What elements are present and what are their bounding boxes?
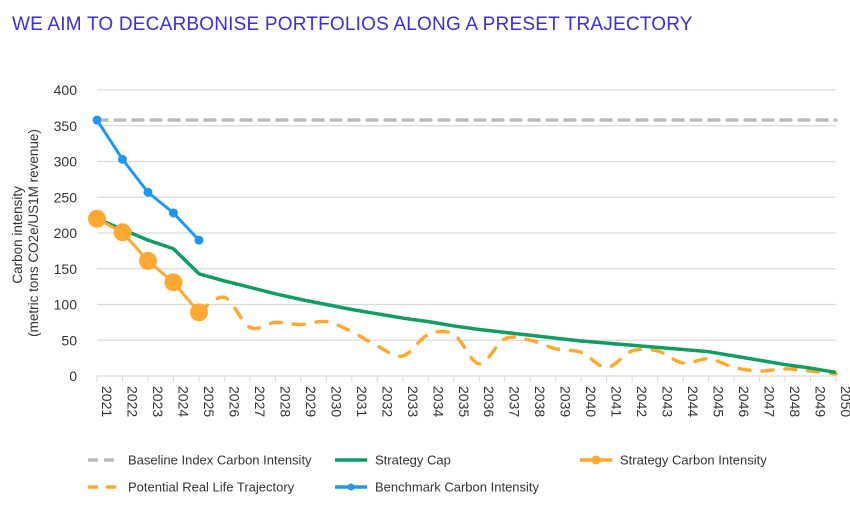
legend-item: Potential Real Life Trajectory [88, 480, 295, 495]
legend-label: Strategy Cap [375, 453, 451, 468]
series-line-potential-real-life-trajectory [197, 295, 838, 376]
data-point [117, 154, 127, 164]
x-tick-label: 2037 [507, 386, 523, 417]
data-point [143, 187, 153, 197]
series-line-strategy-cap [96, 217, 837, 375]
data-point [164, 273, 183, 292]
x-tick-label: 2038 [532, 386, 548, 417]
x-tick-label: 2027 [252, 386, 268, 417]
x-tick-label: 2028 [277, 386, 293, 417]
legend-marker [591, 455, 601, 465]
x-tick-label: 2034 [430, 386, 446, 417]
y-tick-label: 300 [54, 154, 78, 170]
chart-title: WE AIM TO DECARBONISE PORTFOLIOS ALONG A… [12, 14, 693, 35]
data-point [92, 115, 102, 125]
legend-label: Strategy Carbon Intensity [620, 453, 767, 468]
y-tick-label: 150 [54, 261, 78, 277]
x-tick-label: 2047 [762, 386, 778, 417]
legend-label: Potential Real Life Trajectory [128, 480, 295, 495]
x-tick-label: 2036 [481, 386, 497, 417]
x-tick-label: 2031 [354, 386, 370, 417]
x-tick-label: 2033 [405, 386, 421, 417]
series-line-benchmark-carbon-intensity [95, 119, 201, 242]
x-tick-label: 2026 [226, 386, 242, 417]
y-tick-label: 100 [54, 297, 78, 313]
legend-label: Baseline Index Carbon Intensity [128, 453, 312, 468]
x-tick-label: 2021 [99, 386, 115, 417]
x-tick-label: 2023 [150, 386, 166, 417]
x-tick-label: 2049 [813, 386, 829, 417]
x-tick-label: 2043 [660, 386, 676, 417]
y-tick-label: 350 [54, 118, 78, 134]
y-tick-label: 0 [69, 368, 77, 384]
x-tick-label: 2025 [201, 386, 217, 417]
y-axis-label-line2: (metric tons CO2e/US1M revenue) [26, 129, 41, 337]
data-point [88, 209, 106, 228]
legend-item: Baseline Index Carbon Intensity [88, 453, 312, 468]
legend-item: Strategy Cap [335, 453, 451, 468]
data-point [113, 223, 132, 242]
data-point [189, 303, 208, 322]
x-tick-label: 2035 [456, 386, 472, 417]
data-point [138, 251, 157, 270]
y-tick-label: 400 [54, 82, 78, 98]
x-tick-label: 2032 [379, 386, 395, 417]
x-tick-label: 2039 [558, 386, 574, 417]
x-tick-label: 2024 [175, 386, 191, 417]
x-tick-label: 2046 [736, 386, 752, 417]
x-tick-label: 2045 [711, 386, 727, 417]
x-tick-label: 2022 [124, 386, 140, 417]
y-tick-label: 200 [54, 225, 78, 241]
y-tick-label: 250 [54, 189, 78, 205]
legend-label: Benchmark Carbon Intensity [375, 480, 540, 495]
x-tick-label: 2042 [634, 386, 650, 417]
x-tick-label: 2050 [838, 386, 850, 417]
legend-item: Benchmark Carbon Intensity [335, 480, 540, 495]
data-point [168, 208, 178, 218]
x-tick-label: 2044 [685, 386, 701, 417]
legend-item: Strategy Carbon Intensity [580, 453, 767, 468]
x-tick-label: 2041 [609, 386, 625, 417]
x-tick-label: 2030 [328, 386, 344, 417]
x-tick-label: 2048 [787, 386, 803, 417]
y-axis-label: Carbon intensity (metric tons CO2e/US1M … [10, 129, 41, 337]
y-axis-label-line1: Carbon intensity [10, 186, 25, 284]
y-tick-label: 50 [61, 332, 77, 348]
data-point [194, 235, 204, 245]
x-tick-label: 2029 [303, 386, 319, 417]
legend-marker [347, 483, 355, 491]
x-tick-label: 2040 [583, 386, 599, 417]
